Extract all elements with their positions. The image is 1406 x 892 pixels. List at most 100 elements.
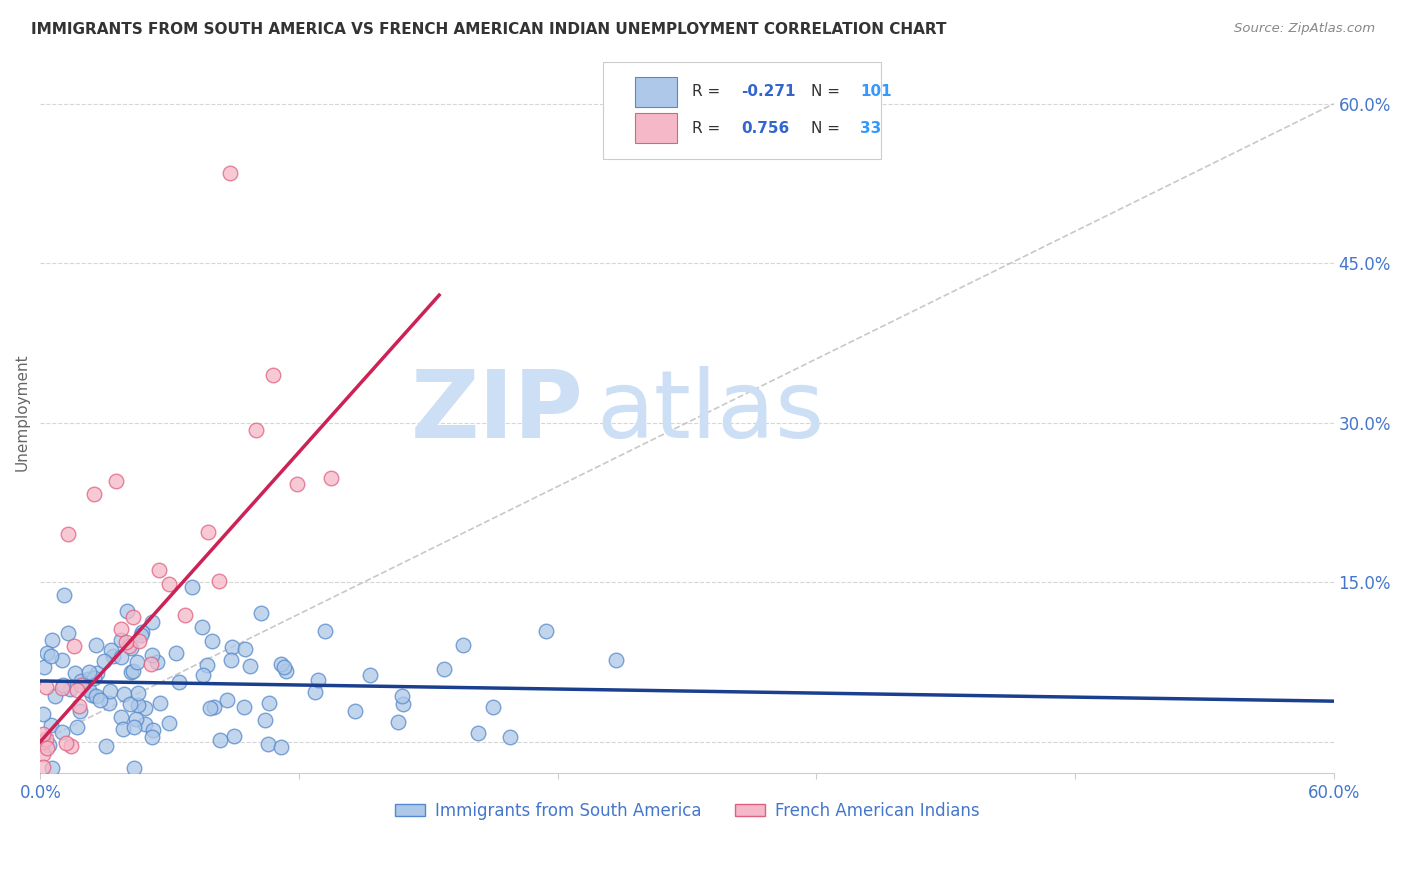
- Point: [141, 615, 163, 629]
- Point: [83, 671, 105, 685]
- Point: [191, 667, 214, 681]
- Point: [122, 761, 145, 775]
- Point: [31, 727, 53, 741]
- Text: 0.756: 0.756: [741, 120, 790, 136]
- Text: ZIP: ZIP: [411, 366, 583, 458]
- Point: [125, 655, 148, 669]
- Point: [94, 739, 117, 754]
- Point: [481, 700, 503, 714]
- Text: 101: 101: [860, 85, 891, 99]
- Point: [84, 689, 107, 703]
- Point: [83, 487, 105, 501]
- Point: [245, 424, 267, 438]
- Point: [41, 632, 63, 647]
- Point: [31, 706, 53, 721]
- Point: [39, 649, 62, 664]
- Point: [59, 681, 82, 696]
- Point: [274, 664, 297, 678]
- Point: [127, 686, 149, 700]
- Point: [121, 609, 143, 624]
- Text: -0.271: -0.271: [741, 85, 796, 99]
- Point: [391, 690, 413, 704]
- Point: [31, 734, 53, 748]
- Point: [141, 648, 163, 662]
- Point: [104, 474, 127, 488]
- Point: [100, 643, 122, 657]
- Point: [165, 646, 187, 660]
- Point: [120, 640, 142, 655]
- Point: [80, 688, 103, 702]
- Point: [35, 731, 58, 746]
- Point: [270, 739, 292, 754]
- Point: [66, 720, 89, 734]
- Point: [605, 653, 627, 667]
- Point: [387, 715, 409, 730]
- Point: [77, 682, 100, 697]
- Point: [89, 693, 111, 707]
- Point: [254, 713, 277, 727]
- Point: [120, 697, 142, 711]
- Point: [110, 650, 132, 665]
- Point: [191, 619, 214, 633]
- Point: [127, 698, 149, 713]
- Point: [69, 678, 91, 692]
- Point: [219, 166, 242, 180]
- Point: [141, 723, 163, 737]
- FancyBboxPatch shape: [603, 62, 882, 159]
- Point: [128, 633, 150, 648]
- Point: [124, 712, 146, 726]
- Point: [56, 626, 79, 640]
- Point: [131, 625, 153, 640]
- Point: [239, 659, 262, 673]
- Point: [157, 715, 180, 730]
- Point: [202, 700, 225, 714]
- Point: [69, 704, 91, 718]
- Point: [86, 665, 108, 680]
- Point: [209, 733, 232, 747]
- Point: [534, 624, 557, 639]
- Point: [67, 698, 90, 713]
- Point: [32, 747, 55, 762]
- Text: atlas: atlas: [596, 366, 825, 458]
- Point: [129, 627, 152, 641]
- Point: [58, 527, 80, 541]
- Point: [39, 718, 62, 732]
- Text: R =: R =: [692, 85, 725, 99]
- Point: [112, 722, 135, 736]
- Point: [51, 653, 73, 667]
- Point: [285, 477, 308, 491]
- Point: [250, 607, 273, 621]
- Point: [117, 604, 139, 618]
- Point: [141, 730, 163, 744]
- Point: [307, 673, 329, 688]
- Point: [499, 730, 522, 744]
- Point: [167, 674, 190, 689]
- Point: [181, 581, 204, 595]
- Point: [314, 624, 336, 638]
- Point: [197, 524, 219, 539]
- Point: [343, 705, 366, 719]
- Point: [32, 760, 55, 774]
- Point: [93, 654, 115, 668]
- Point: [270, 657, 292, 672]
- Point: [195, 658, 218, 673]
- Point: [215, 693, 238, 707]
- Text: 33: 33: [860, 120, 882, 136]
- Point: [51, 681, 73, 696]
- Point: [257, 697, 280, 711]
- Point: [451, 638, 474, 652]
- Text: N =: N =: [811, 120, 845, 136]
- Point: [53, 588, 76, 602]
- Point: [304, 685, 326, 699]
- Point: [101, 649, 124, 664]
- Point: [110, 623, 132, 637]
- Point: [76, 673, 98, 687]
- Point: [148, 562, 170, 576]
- Point: [146, 655, 169, 669]
- Point: [174, 607, 197, 622]
- Point: [224, 729, 246, 743]
- Point: [37, 741, 59, 756]
- Point: [134, 716, 156, 731]
- Point: [321, 471, 343, 485]
- Point: [98, 696, 121, 710]
